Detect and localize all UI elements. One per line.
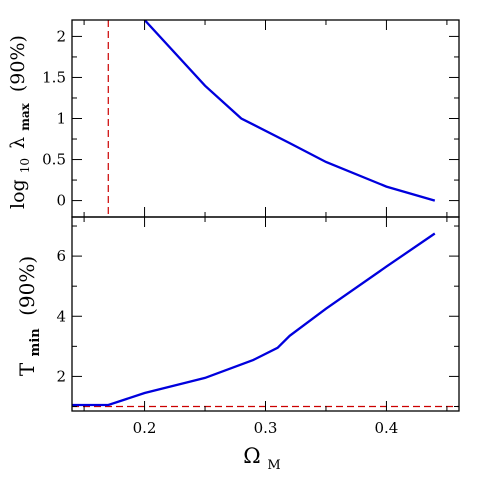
top-y-tick-label: 0: [56, 192, 66, 210]
bottom-series: [72, 232, 436, 407]
bottom-y-tick-label: 2: [56, 367, 66, 385]
top-y-tick-label: 0.5: [42, 151, 66, 169]
bottom-y-tick-label: 6: [56, 247, 66, 265]
bottom-ylabel-prefix: T: [15, 362, 39, 376]
x-axis-label: Ω M: [243, 444, 280, 473]
bottom-plot-frame: [71, 216, 460, 412]
top-ylabel-greek-sub: max: [18, 102, 32, 130]
bottom-ylabel-suffix: (90%): [15, 256, 39, 316]
xlabel-sub: M: [267, 458, 280, 473]
top-ylabel-sub: 10: [18, 158, 32, 173]
top-plot-frame: [71, 19, 460, 218]
bottom-ticks: 2 4 6 0.2 0.3 0.4: [56, 217, 459, 437]
bottom-y-axis-label: T min (90%): [15, 256, 44, 376]
bottom-panel: 2 4 6 0.2 0.3 0.4 T min (90%) Ω M: [15, 216, 460, 473]
top-series: [143, 20, 436, 202]
bottom-series-line-0: [72, 232, 436, 407]
top-y-tick-label: 2: [56, 27, 66, 45]
top-ylabel-prefix: log: [7, 179, 29, 209]
top-ticks: 0 0.5 1 1.5 2: [42, 20, 459, 217]
xlabel-greek: Ω: [243, 444, 260, 468]
x-tick-label: 0.4: [375, 419, 399, 437]
x-tick-label: 0.3: [254, 419, 278, 437]
top-ylabel-greek: λ: [7, 137, 29, 149]
top-y-axis-label: log 10 λ max (90%): [7, 35, 34, 209]
top-y-tick-label: 1.5: [42, 68, 66, 86]
top-series-line-0: [143, 20, 436, 202]
bottom-y-tick-label: 4: [56, 307, 66, 325]
top-panel: 0 0.5 1 1.5 2 log 10 λ max (90%): [7, 19, 460, 218]
top-ylabel-suffix: (90%): [7, 35, 29, 92]
top-y-tick-label: 1: [56, 110, 66, 128]
bottom-ylabel-sub: min: [28, 328, 43, 357]
x-tick-label: 0.2: [133, 419, 157, 437]
